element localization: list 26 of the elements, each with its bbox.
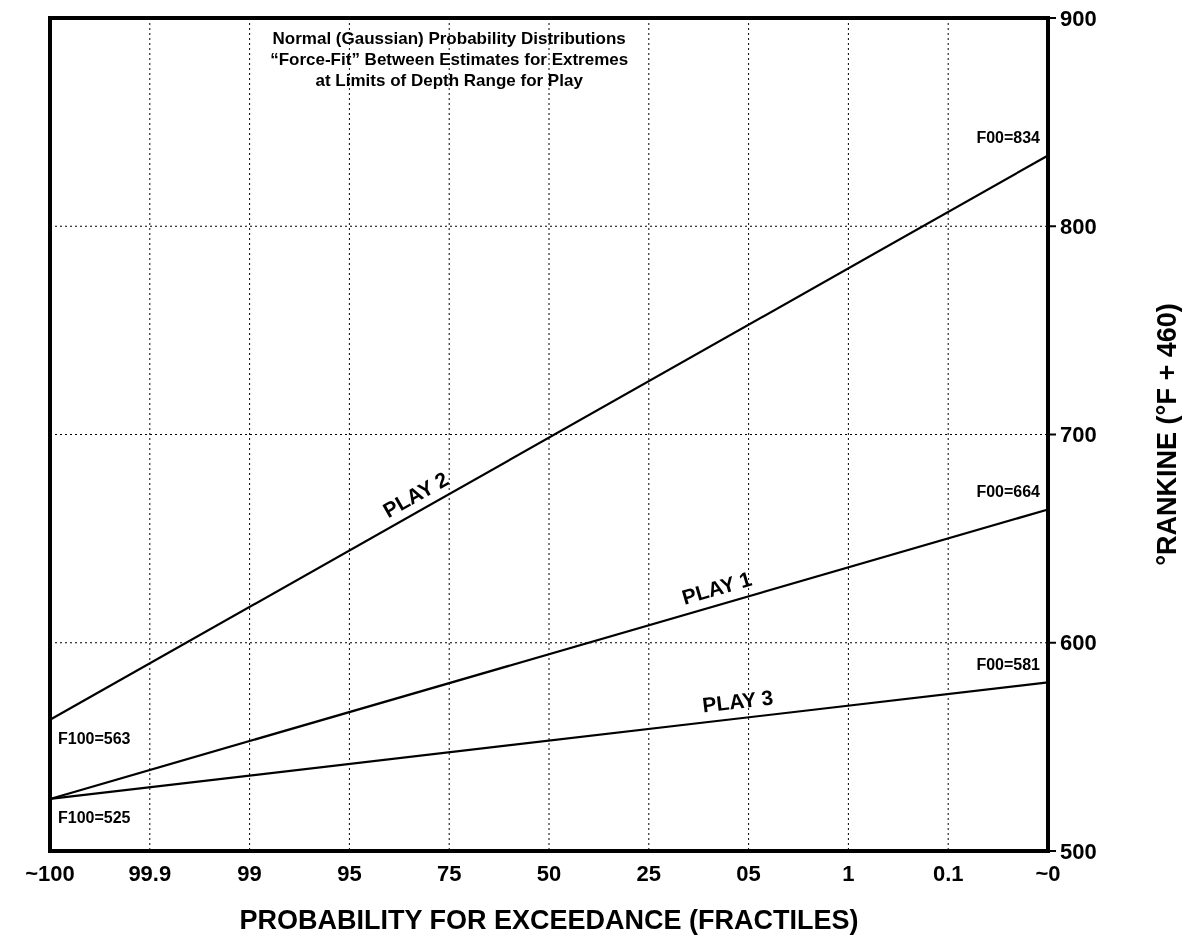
x-tick-label: 05 xyxy=(736,861,761,886)
annotation: F00=664 xyxy=(976,483,1041,501)
x-tick-label: 99.9 xyxy=(128,861,172,886)
text: PLAY 3 xyxy=(701,685,775,717)
y-tick-label: 600 xyxy=(1060,630,1097,656)
x-tick-label: ~100 xyxy=(25,861,75,886)
y-tick-label: 900 xyxy=(1060,5,1097,31)
text: Normal (Gaussian) Probability Distributions “Force-Fit” Between Estimates for Extremes at Limits of Depth Range for Play xyxy=(270,29,629,90)
annotation: F100=563 xyxy=(58,729,131,747)
x-tick-label: 50 xyxy=(536,861,562,886)
annotation: F100=525 xyxy=(58,808,131,826)
x-tick-label: 0.1 xyxy=(932,861,964,886)
x-tick-label: 25 xyxy=(636,861,662,886)
y-tick-label: 700 xyxy=(1060,422,1097,448)
x-tick-label: ~0 xyxy=(1035,861,1061,886)
annotation: F00=581 xyxy=(976,656,1041,674)
x-axis-title: PROBABILITY FOR EXCEEDANCE (FRACTILES) xyxy=(239,905,859,935)
x-tick-label: 99 xyxy=(237,861,262,886)
annotation: F00=834 xyxy=(976,129,1041,147)
x-tick-label: 95 xyxy=(337,861,362,886)
x-tick-label: 75 xyxy=(436,861,462,886)
y-tick-label: 800 xyxy=(1060,213,1097,239)
y-tick-label: 500 xyxy=(1060,838,1097,864)
x-tick-label: 1 xyxy=(842,861,855,886)
text: PLAY 1 xyxy=(679,566,755,609)
y-axis-title: °RANKINE (°F + 460) xyxy=(1152,303,1182,566)
